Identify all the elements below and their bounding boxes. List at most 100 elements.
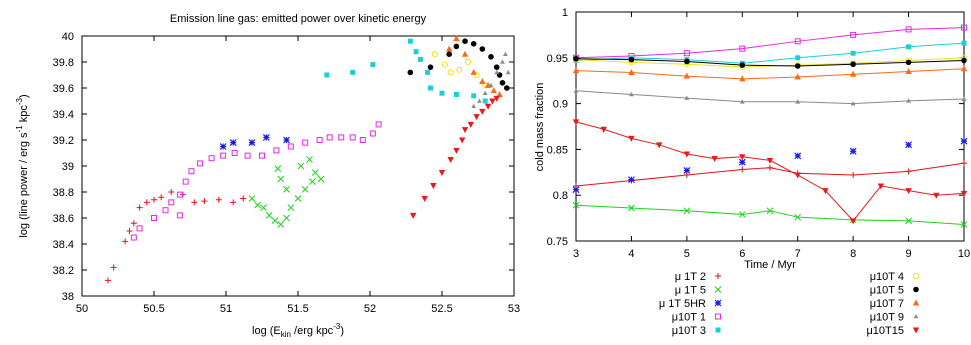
left-data-point [473,71,480,79]
left-data-point [482,98,488,104]
right-data-point [905,59,912,66]
right-data-point [628,56,635,63]
right-data-point [961,57,967,64]
right-data-point [905,26,912,33]
right-data-point [795,55,801,61]
right-plot-frame [575,11,965,242]
left-data-point [260,204,267,211]
left-data-point [265,212,273,219]
left-series [410,95,500,219]
left-ytick-label: 38.2 [53,265,74,277]
left-data-point [309,178,316,185]
right-data-point [628,68,635,75]
left-data-point [350,69,356,75]
right-data-point [849,70,857,77]
right-series-line [575,68,965,80]
left-data-point [369,130,376,137]
left-data-point [283,186,290,193]
right-data-point [572,67,580,74]
right-data-point [849,147,857,155]
right-data-point [683,207,691,215]
right-xtick-label: 9 [906,248,912,260]
legend-label: μ10T 3 [672,325,706,337]
right-data-point [766,207,774,215]
left-data-point [470,68,477,75]
left-data-point [479,46,486,52]
left-series [471,51,511,108]
legend-marker [912,327,920,334]
left-ytick-label: 38.8 [53,187,74,199]
left-data-point [273,147,280,154]
legend-marker [714,286,722,293]
right-data-point [961,96,967,101]
left-data-point [324,72,330,78]
right-data-point [628,176,635,184]
left-data-point [176,191,183,198]
right-data-point [850,101,856,106]
left-data-point [158,194,165,201]
left-data-point [311,169,319,176]
left-data-point [176,212,183,219]
right-data-point [683,50,690,57]
right-series [572,65,968,82]
right-data-point [572,186,580,194]
right-ytick-label: 0.8 [553,190,568,202]
left-data-point [471,103,477,108]
right-series [573,160,967,190]
left-data-point [359,137,366,143]
left-data-point [219,143,227,150]
left-data-point [248,139,256,147]
left-ytick-label: 39.6 [53,83,74,95]
legend-marker [912,272,920,280]
legend-label: μ10T 9 [870,312,904,324]
right-data-point [822,188,829,195]
left-data-point [143,199,150,206]
legend-marker [913,286,919,293]
right-data-point [739,45,746,52]
left-xtick-label: 52 [364,303,376,315]
left-ytick-label: 39.4 [53,109,74,121]
right-data-point [850,172,857,179]
left-data-point [274,165,282,172]
left-data-point [168,189,175,195]
right-data-point [905,68,912,75]
left-data-point [499,80,506,86]
left-data-point [370,62,376,68]
left-ytick-label: 39.2 [53,135,74,147]
left-ytick-label: 39.8 [53,57,74,69]
right-data-point [573,55,579,62]
left-data-point [461,50,469,57]
left-xtick-label: 51 [220,303,232,315]
right-xlabel: Time / Myr [744,259,796,271]
right-data-point [905,168,912,175]
right-data-point [600,126,607,133]
left-data-point [104,277,111,284]
left-data-point [446,51,453,57]
right-series-line [575,42,965,64]
right-data-point [739,62,746,68]
right-xtick-label: 6 [739,248,745,260]
legend-item: μ10T15 [866,325,920,337]
right-series [573,24,967,61]
legend-marker [715,273,721,279]
left-data-point [208,155,215,162]
left-data-point [130,234,137,241]
left-data-point [294,195,302,202]
right-data-point [572,119,580,126]
left-data-point [453,147,460,154]
left-data-point [502,51,508,56]
right-ylabel: cold mass fraction [534,83,546,172]
right-ytick-label: 0.95 [547,53,568,65]
left-chart-title: Emission line gas: emitted power over ki… [170,13,427,25]
left-data-point [122,238,129,245]
left-data-point [375,121,382,128]
right-series [573,88,967,106]
left-data-point [229,139,237,147]
legend-label: μ 1T 2 [675,271,706,283]
left-xtick-label: 52.5 [431,303,452,315]
left-data-point [484,103,492,110]
right-data-point [877,183,885,190]
left-data-point [317,175,325,183]
left-data-point [162,207,169,214]
left-chart: Emission line gas: emitted power over ki… [15,13,520,339]
